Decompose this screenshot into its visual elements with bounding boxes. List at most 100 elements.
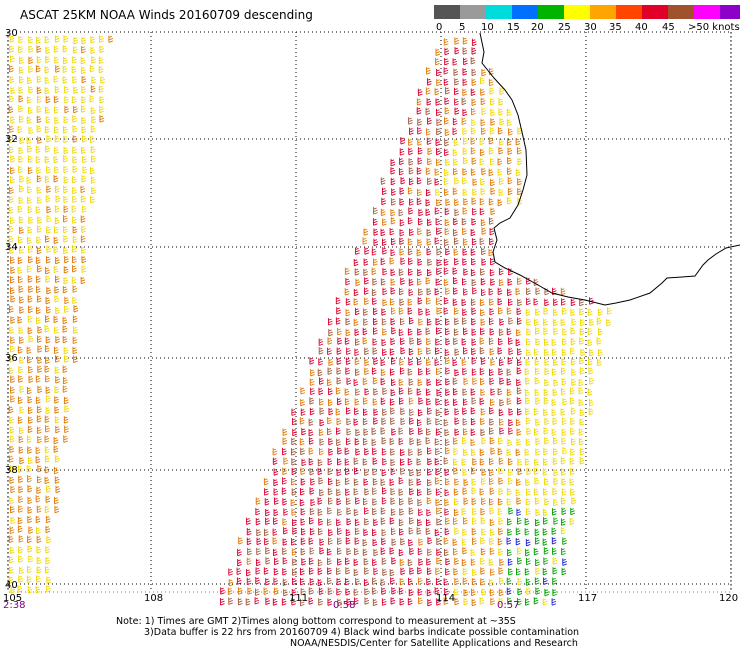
- wind-barb: [435, 108, 441, 117]
- wind-barb: [10, 55, 15, 63]
- wind-barb: [507, 157, 512, 165]
- wind-barb: [363, 478, 369, 486]
- wind-barb: [552, 417, 558, 425]
- wind-barb: [72, 255, 77, 264]
- wind-barb: [237, 587, 243, 595]
- wind-barb: [72, 216, 77, 224]
- wind-barb: [463, 268, 468, 276]
- wind-barb: [364, 247, 369, 255]
- wind-barb: [18, 45, 23, 54]
- wind-barb: [453, 158, 458, 166]
- wind-barb: [345, 298, 351, 306]
- wind-barb: [471, 588, 476, 597]
- wind-barb: [398, 587, 404, 595]
- wind-barb: [570, 427, 575, 435]
- wind-barb: [525, 407, 530, 416]
- wind-barb: [399, 228, 405, 237]
- wind-barb: [489, 377, 495, 385]
- wind-barb: [364, 468, 369, 476]
- wind-barb: [489, 418, 494, 426]
- wind-barb: [479, 148, 485, 157]
- wind-barb: [435, 188, 440, 197]
- pass-time-3: 0:57: [497, 600, 519, 611]
- wind-barb: [72, 115, 77, 123]
- wind-barb: [561, 307, 567, 315]
- wind-barb: [389, 547, 395, 555]
- wind-barb: [37, 385, 43, 394]
- wind-barb: [380, 278, 386, 286]
- wind-barb: [35, 586, 41, 594]
- wind-barb: [462, 567, 468, 576]
- wind-barb: [436, 327, 441, 335]
- wind-barb: [435, 408, 441, 417]
- wind-barb: [80, 185, 86, 194]
- wind-barb: [17, 266, 23, 275]
- wind-barb: [9, 445, 14, 454]
- wind-barb: [436, 378, 441, 387]
- wind-barb: [498, 487, 504, 496]
- wind-barb: [372, 347, 378, 355]
- wind-barb: [499, 427, 505, 435]
- wind-barb: [544, 348, 549, 357]
- wind-barb: [453, 307, 459, 315]
- wind-barb: [445, 318, 450, 326]
- wind-barb: [64, 405, 69, 413]
- wind-barb: [570, 308, 575, 317]
- wind-barb: [524, 598, 530, 606]
- wind-barb: [37, 365, 42, 373]
- wind-barb: [362, 337, 368, 345]
- wind-barb: [337, 598, 342, 607]
- wind-barb: [534, 348, 539, 356]
- wind-barb: [434, 178, 440, 186]
- wind-barb: [498, 328, 504, 336]
- wind-barb: [498, 457, 504, 465]
- wind-barb: [543, 327, 549, 335]
- wind-barb: [444, 348, 450, 357]
- wind-barb: [517, 157, 523, 166]
- wind-barb: [427, 487, 432, 496]
- wind-barb: [27, 515, 32, 524]
- wind-barb: [46, 205, 52, 214]
- wind-barb: [247, 587, 253, 595]
- wind-barb: [300, 527, 306, 536]
- wind-barb: [443, 418, 449, 427]
- wind-barb: [45, 266, 50, 275]
- wind-barb: [425, 107, 431, 116]
- wind-barb: [390, 487, 396, 496]
- wind-barb: [596, 317, 602, 325]
- wind-barb: [489, 398, 495, 407]
- wind-barb: [596, 337, 602, 345]
- wind-barb: [355, 368, 360, 376]
- wind-barb: [399, 528, 404, 536]
- wind-barb: [561, 547, 566, 556]
- wind-barb: [27, 205, 33, 214]
- wind-barb: [247, 547, 252, 556]
- wind-barb: [336, 497, 342, 506]
- wind-barb: [453, 517, 458, 525]
- wind-barb: [515, 138, 521, 146]
- wind-barb: [236, 567, 242, 576]
- wind-barb: [515, 488, 521, 497]
- wind-barb: [28, 56, 34, 65]
- wind-barb: [337, 508, 342, 516]
- wind-barb: [533, 488, 539, 496]
- wind-barb: [408, 177, 414, 186]
- wind-barb: [372, 468, 378, 476]
- wind-barb: [425, 367, 431, 376]
- wind-barb: [454, 317, 459, 326]
- wind-barb: [19, 336, 24, 344]
- wind-barb: [18, 95, 24, 103]
- wind-barb: [454, 588, 459, 596]
- wind-barb: [18, 155, 23, 163]
- wind-barb: [489, 537, 494, 545]
- wind-barb: [45, 546, 50, 554]
- wind-barb: [73, 105, 78, 114]
- wind-barb: [364, 567, 369, 575]
- wind-barb: [309, 578, 315, 586]
- wind-barb: [454, 87, 459, 96]
- wind-barb: [317, 368, 323, 377]
- wind-barb: [327, 577, 332, 585]
- wind-barb: [390, 357, 396, 365]
- australia-coastline: [479, 32, 740, 306]
- wind-barb: [45, 116, 51, 124]
